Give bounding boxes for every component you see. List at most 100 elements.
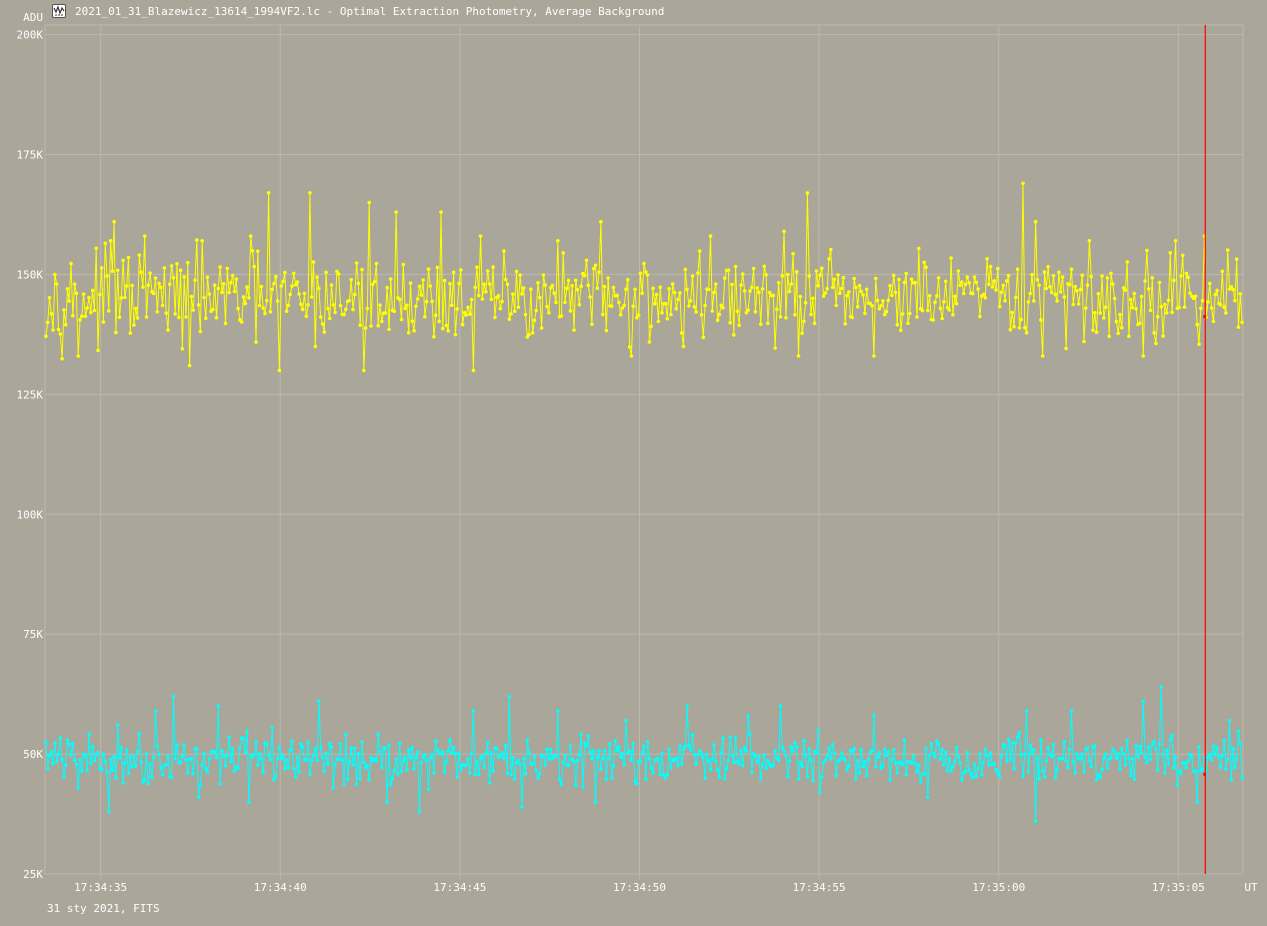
data-point: [922, 260, 926, 265]
data-point: [679, 762, 684, 766]
data-point: [74, 291, 79, 296]
data-point: [913, 280, 917, 285]
data-point: [1100, 767, 1104, 772]
data-point: [1023, 325, 1027, 330]
y-axis-label: ADU: [23, 11, 43, 24]
data-point: [115, 723, 120, 728]
data-point: [484, 751, 488, 755]
data-point: [1145, 760, 1149, 765]
data-point: [1017, 326, 1022, 330]
data-point: [660, 311, 664, 315]
data-point: [942, 299, 946, 304]
data-point: [193, 278, 197, 282]
data-point: [644, 270, 648, 274]
data-point: [518, 273, 522, 277]
data-point: [275, 756, 280, 761]
data-point: [728, 735, 732, 739]
data-point: [349, 277, 354, 282]
data-point: [814, 750, 819, 755]
data-point: [967, 281, 971, 285]
data-point: [333, 310, 337, 315]
data-point: [642, 261, 646, 266]
data-point: [132, 754, 136, 759]
data-point: [529, 287, 533, 292]
data-point: [843, 322, 847, 326]
data-point: [536, 776, 540, 780]
data-point: [859, 289, 864, 294]
data-point: [1035, 277, 1040, 282]
data-point: [45, 766, 50, 771]
data-point: [773, 749, 777, 753]
data-point: [733, 264, 738, 269]
data-point: [455, 775, 460, 779]
data-point: [218, 782, 222, 786]
data-point: [380, 319, 384, 324]
data-point: [261, 770, 266, 774]
data-point: [65, 287, 70, 291]
data-point: [633, 779, 637, 784]
data-point: [471, 368, 476, 373]
data-point: [453, 752, 458, 756]
data-point: [1121, 752, 1126, 756]
data-point: [604, 328, 609, 333]
data-point: [270, 725, 275, 730]
data-point: [579, 732, 583, 737]
data-point: [146, 781, 151, 786]
data-point: [232, 289, 237, 294]
data-point: [669, 312, 673, 317]
data-point: [1141, 699, 1146, 704]
data-point: [909, 277, 914, 282]
data-point: [388, 277, 393, 281]
data-point: [541, 273, 546, 277]
data-point: [322, 769, 327, 774]
x-tick-label: 17:34:40: [254, 881, 307, 894]
data-point: [985, 257, 989, 261]
data-point: [354, 782, 359, 787]
data-point: [1055, 299, 1059, 303]
data-point: [277, 745, 282, 749]
data-point: [556, 709, 560, 713]
data-point: [207, 757, 212, 761]
data-point: [611, 285, 616, 290]
data-point: [90, 744, 95, 749]
data-point: [573, 783, 578, 787]
data-point: [832, 277, 837, 282]
data-point: [198, 329, 203, 334]
data-point: [180, 347, 185, 351]
data-point: [329, 745, 334, 749]
data-point: [60, 357, 64, 361]
data-point: [1164, 311, 1169, 315]
data-point: [142, 234, 147, 238]
data-point: [746, 713, 750, 718]
data-point: [511, 292, 515, 296]
data-point: [137, 253, 142, 257]
data-point: [191, 308, 195, 312]
data-point: [1195, 800, 1199, 804]
data-point: [992, 761, 996, 766]
data-point: [857, 283, 862, 288]
light-curve-icon[interactable]: [52, 4, 66, 18]
data-point: [1137, 744, 1142, 749]
data-point: [1042, 775, 1047, 779]
data-point: [1109, 755, 1113, 760]
data-point: [94, 246, 98, 251]
data-point: [697, 749, 702, 753]
data-point: [1172, 278, 1176, 283]
data-point: [333, 762, 337, 766]
data-point: [597, 270, 601, 274]
data-point: [859, 747, 864, 752]
data-point: [252, 752, 256, 757]
data-point: [148, 271, 152, 275]
data-point: [938, 757, 943, 761]
data-point: [498, 754, 503, 758]
data-point: [71, 741, 75, 746]
data-point: [155, 310, 160, 314]
data-point: [807, 274, 811, 278]
data-point: [204, 766, 208, 771]
data-point: [1193, 769, 1198, 773]
data-point: [459, 268, 463, 272]
data-point: [159, 765, 163, 770]
data-point: [290, 739, 294, 744]
data-point: [748, 732, 752, 737]
